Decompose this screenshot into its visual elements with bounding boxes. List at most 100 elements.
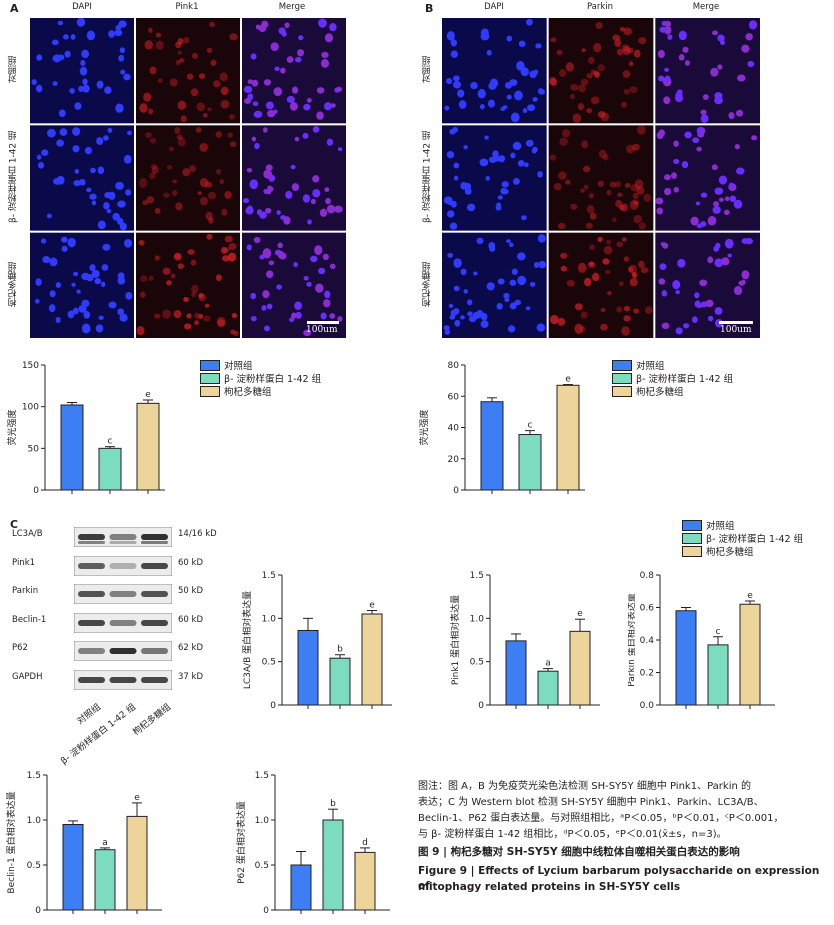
- bar: [329, 657, 351, 706]
- wb-band-strip: [74, 669, 172, 690]
- y-axis-label: P62 蛋白相对表达量: [235, 801, 247, 884]
- bar: [98, 447, 122, 491]
- y-axis-label: LC3A/B 蛋白相对表达量: [241, 591, 253, 689]
- wb-protein-label: Pink1: [12, 557, 36, 568]
- y-tick-label: 1.5: [27, 771, 41, 781]
- panel-b-row-lbp: 枸杞多糖组: [422, 262, 433, 308]
- bar: [136, 402, 160, 491]
- micrograph-tile: [136, 232, 240, 338]
- significance-label: d: [362, 838, 368, 848]
- caption-line-1: 图注：图 A，B 为免疫荧光染色法检测 SH-SY5Y 细胞中 Pink1、Pa…: [418, 781, 751, 792]
- wb-kd-label: 60 kD: [178, 557, 203, 568]
- legend-label: 对照组: [224, 361, 253, 372]
- wb-band: [109, 534, 137, 540]
- y-tick-label: 20: [448, 455, 460, 465]
- wb-kd-label: 50 kD: [178, 586, 203, 596]
- caption-line-3: Beclin-1、P62 蛋白表达量。与对照组相比，ᵃP＜0.05，ᵇP＜0.0…: [418, 813, 784, 824]
- y-tick-label: 0: [478, 701, 484, 711]
- legend-label: 枸杞多糖组: [706, 547, 754, 558]
- figure-title-en-1: Figure 9 | Effects of Lycium barbarum po…: [418, 865, 820, 892]
- legend-swatch: [612, 385, 632, 397]
- micrograph-tile: [136, 125, 240, 231]
- legend-b-control: 对照组: [612, 358, 665, 372]
- panel-a-row-lbp: 枸杞多糖组: [8, 262, 19, 308]
- wb-band-strip: [74, 584, 172, 604]
- y-tick-label: 1.0: [262, 614, 277, 624]
- legend-b-abeta: β- 淀粉样蛋白 1-42 组: [612, 371, 733, 385]
- bar: [569, 630, 591, 706]
- bar: [518, 434, 542, 491]
- y-tick-label: 0.5: [470, 658, 484, 668]
- y-axis-label: Parkin 蛋白相对表达量: [628, 593, 637, 687]
- wb-band: [78, 676, 105, 683]
- significance-label: a: [545, 659, 551, 669]
- bar: [707, 644, 729, 706]
- y-tick-label: 0.0: [640, 701, 655, 711]
- bar: [556, 384, 580, 491]
- y-tick-label: 1.0: [27, 816, 42, 826]
- y-tick-label: 80: [448, 361, 460, 371]
- y-tick-label: 150: [22, 361, 39, 371]
- panel-b-letter: B: [425, 2, 434, 15]
- micrograph-tile: [442, 232, 547, 338]
- legend-label: β- 淀粉样蛋白 1-42 组: [224, 374, 322, 385]
- micrograph-tile: [548, 125, 654, 231]
- legend-a-abeta: β- 淀粉样蛋白 1-42 组: [200, 371, 321, 385]
- micrograph-tile: [30, 125, 134, 231]
- panel-b-scale-label: 100um: [720, 325, 752, 335]
- figure-title-cn: 图 9 | 枸杞多糖对 SH-SY5Y 细胞中线粒体自噬相关蛋白表达的影响: [418, 846, 740, 858]
- y-tick-label: 0: [35, 906, 41, 916]
- micrograph-tile: [242, 18, 346, 124]
- wb-band: [78, 534, 105, 540]
- y-tick-label: 0.4: [640, 636, 655, 646]
- wb-band: [109, 591, 137, 597]
- chart-b-parkin-fluorescence: 0 20 40 60 80 荧光强度 c e: [418, 361, 585, 496]
- chart-c-p62-expression: 0 0.5 1.0 1.5 P62 蛋白相对表达量 b d: [235, 771, 390, 916]
- wb-band: [78, 541, 105, 544]
- y-tick-label: 100: [22, 403, 39, 413]
- wb-band: [78, 591, 105, 597]
- micrograph-tile: [242, 125, 346, 231]
- wb-band: [141, 591, 168, 597]
- wb-protein-label: LC3A/B: [12, 529, 43, 539]
- bar: [354, 851, 376, 911]
- bar: [297, 629, 319, 706]
- wb-band-strip: [74, 641, 172, 661]
- bar: [537, 670, 559, 706]
- wb-band-strip: [74, 555, 172, 576]
- micrograph-tile: [30, 18, 134, 124]
- micrograph-tile: [242, 232, 346, 338]
- y-tick-label: 0: [263, 906, 269, 916]
- legend-b-lbp: 枸杞多糖组: [612, 384, 684, 398]
- y-tick-label: 60: [448, 392, 460, 402]
- legend-c-lbp: 枸杞多糖组: [682, 544, 754, 558]
- y-axis-label: 荧光强度: [6, 409, 18, 445]
- wb-band: [141, 648, 168, 654]
- legend-label: β- 淀粉样蛋白 1-42 组: [706, 534, 804, 545]
- panel-a-row-abeta: β- 淀粉样蛋白 1-42 组: [8, 131, 19, 223]
- wb-band: [109, 541, 137, 544]
- bar: [739, 603, 761, 706]
- panel-b-col-dapi: DAPI: [484, 2, 504, 12]
- wb-protein-label: P62: [12, 643, 28, 653]
- bar: [505, 640, 527, 706]
- y-tick-label: 1.5: [262, 571, 276, 581]
- micrograph-tile: [136, 18, 240, 124]
- significance-label: e: [134, 793, 140, 803]
- bar: [480, 401, 504, 491]
- chart-c-parkin-expression: 0.0 0.2 0.4 0.6 0.8 Parkin 蛋白相对表达量 c e: [628, 571, 775, 711]
- significance-label: e: [369, 601, 375, 611]
- significance-label: a: [102, 838, 108, 848]
- wb-protein-label: Parkin: [12, 586, 39, 596]
- significance-label: c: [528, 421, 533, 431]
- figure-title-en-2: mitophagy related proteins in SH-SY5Y ce…: [418, 881, 681, 893]
- micrograph-tile: [655, 125, 760, 231]
- wb-band: [141, 676, 168, 683]
- bar: [94, 849, 116, 911]
- y-tick-label: 1.5: [255, 771, 269, 781]
- legend-label: 对照组: [706, 521, 735, 532]
- panel-a-micrograph-grid: [30, 18, 346, 338]
- y-axis-label: Pink1 蛋白相对表达量: [449, 595, 461, 685]
- bar: [322, 819, 344, 911]
- bar: [62, 824, 84, 911]
